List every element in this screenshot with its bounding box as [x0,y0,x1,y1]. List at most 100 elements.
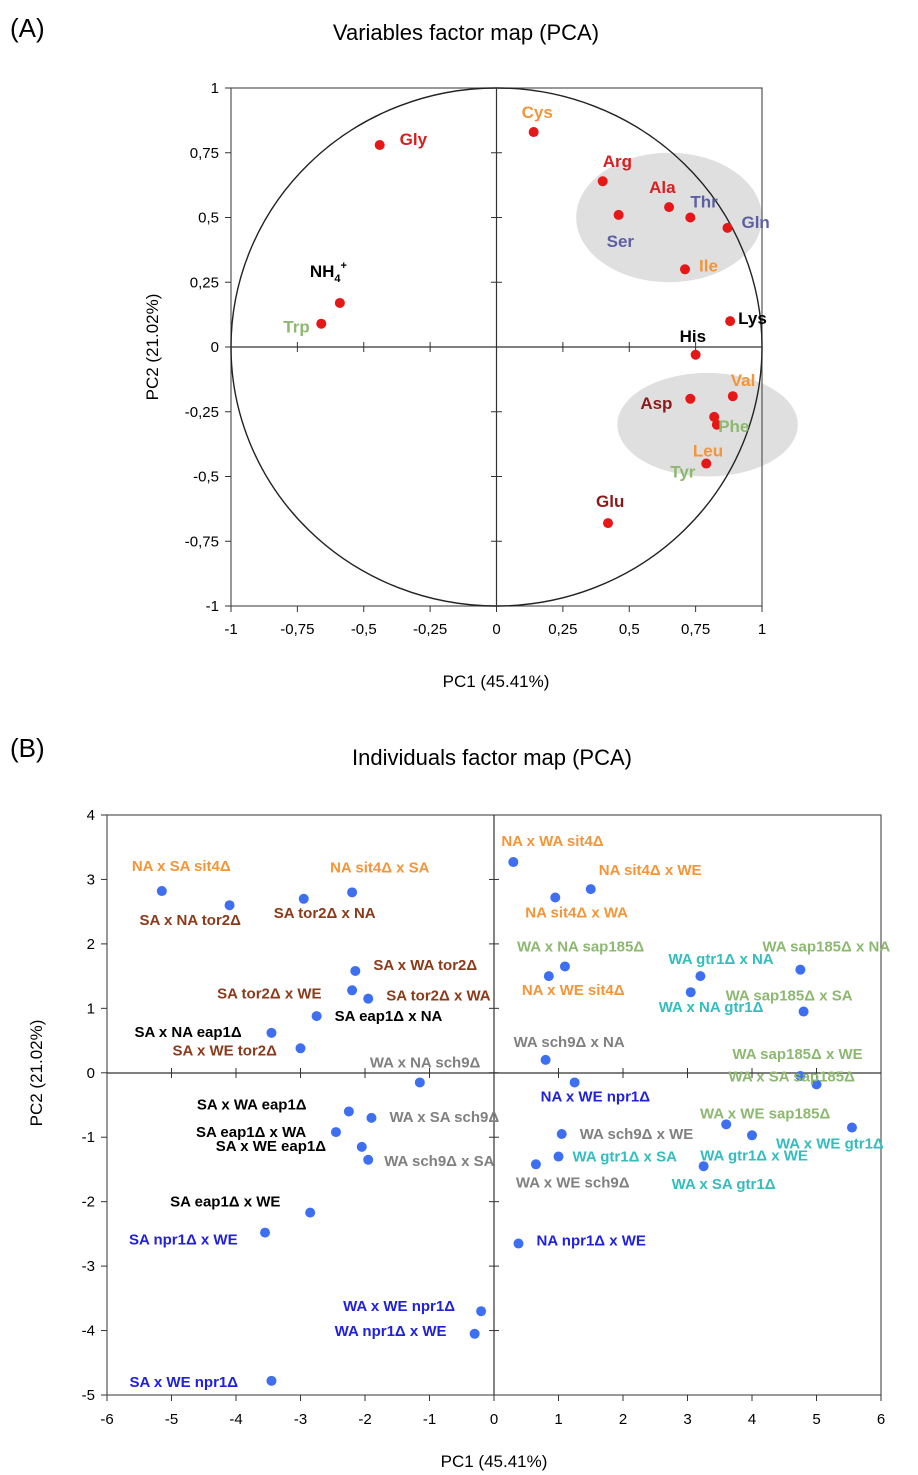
panel-a-point-label-his: His [680,327,706,346]
panel-b-x-tick-label: -3 [294,1411,307,1428]
panel-b-point-sa-x-wa-eap1 [343,1106,354,1117]
panel-b-point-wa-x-we-npr1 [476,1306,487,1317]
panel-b-point-label-wa-sch9-x-na: WA sch9Δ x NA [514,1034,625,1051]
panel-a-point-label-cys: Cys [522,103,553,122]
panel-b-point-wa-sap185-x-na [795,964,806,975]
panel-a-x-tick-label: 0,25 [548,621,577,638]
panel-b-y-tick-label: 4 [87,807,95,824]
panel-a-x-tick-label: 0,75 [681,621,710,638]
panel-b: (B) Individuals factor map (PCA) -6 -5 -4-… [10,733,890,1471]
panel-b-point-label-sa-x-na-eap1: SA x NA eap1Δ [134,1024,241,1041]
panel-b-point-wa-sap185-x-we [795,1071,806,1081]
panel-b-title: Individuals factor map (PCA) [352,745,632,770]
panel-b-point-wa-sch9-x-na [540,1054,551,1065]
panel-b-points [156,857,857,1386]
panel-a-x-tick-label: 0 [492,621,500,638]
panel-b-x-tick-label: 0 [490,1411,498,1428]
panel-b-x-tick-label: -6 [100,1411,113,1428]
panel-b-y-tick-label: -1 [82,1129,95,1146]
panel-b-point-label-sa-eap1-x-we: SA eap1Δ x WE [170,1194,280,1211]
panel-a-y-tick-label: 0,5 [198,210,219,227]
panel-a-label: (A) [10,13,45,43]
panel-b-point-sa-x-we-eap1 [356,1141,367,1152]
panel-a-point-label-trp: Trp [283,318,309,337]
panel-b-y-tick-label: 1 [87,1000,95,1017]
panel-a-point-ala [664,202,675,213]
panel-b-point-label-wa-gtr1-x-we: WA gtr1Δ x WE [700,1147,808,1164]
panel-b-point-wa-x-sa-sap185 [811,1079,822,1090]
panel-b-point-wa-x-sa-sch9 [366,1112,377,1123]
panel-a-point-glu [603,518,614,529]
panel-a-point-trp [316,318,327,329]
panel-b-point-na-sit4-x-we [585,884,596,895]
panel-b-point-label-sa-x-we-eap1: SA x WE eap1Δ [216,1138,326,1155]
panel-b-point-label-wa-x-sa-gtr1: WA x SA gtr1Δ [672,1176,776,1193]
panel-b-point-sa-npr1-x-we [260,1227,271,1238]
panel-a-point-label-asp: Asp [640,394,672,413]
panel-a-y-tick-label: 0,75 [190,145,219,162]
panel-a-point-label-thr: Thr [690,193,718,212]
panel-b-point-label-sa-x-we-tor2: SA x WE tor2Δ [173,1042,278,1059]
panel-b-x-tick-label: 2 [619,1411,627,1428]
panel-b-point-label-wa-x-na-gtr1: WA x NA gtr1Δ [659,999,764,1016]
panel-b-point-label-sa-npr1-x-we: SA npr1Δ x WE [129,1232,238,1249]
panel-a-x-tick-label: -0,75 [280,621,314,638]
panel-a-point-label-lys: Lys [738,309,767,328]
panel-a-x-tick-label: 0,5 [619,621,640,638]
panel-b-point-sa-tor2-x-wa [363,993,374,1004]
panel-a-highlight-group-1 [576,152,762,283]
panel-b-point-label-sa-x-wa-tor2: SA x WA tor2Δ [373,957,477,974]
panel-a-point-label-nh4: NH4+ [310,260,347,285]
panel-a-point-label-ile: Ile [699,256,718,275]
panel-b-x-tick-label: -5 [165,1411,178,1428]
panel-a-point-label-ala: Ala [649,178,676,197]
panel-a-y-label: PC2 (21.02%) [143,294,162,401]
panel-a-point-label-phe: Phe [718,417,749,436]
panel-a-y-tick-label: -1 [206,598,219,615]
panel-b-y-tick-label: 2 [87,936,95,953]
panel-a-y-tick-label: -0,75 [185,533,219,550]
panel-b-point-sa-tor2-x-we [347,985,358,996]
panel-a-title: Variables factor map (PCA) [333,20,599,45]
panel-b-x-tick-label: 6 [877,1411,885,1428]
panel-b-point-sa-x-we-npr1 [266,1375,277,1386]
panel-b-point-sa-x-we-tor2 [295,1043,306,1054]
panel-b-point-label-na-sit4-x-sa: NA sit4Δ x SA [330,859,430,876]
panel-a-point-nh4 [334,297,345,308]
panel-a-point-thr [685,212,696,223]
panel-b-point-sa-tor2-x-na [298,893,309,904]
panel-b-point-sa-x-na-tor2 [224,900,235,911]
panel-b-x-tick-label: -1 [423,1411,436,1428]
panel-b-point-na-x-sa-sit4 [156,886,167,897]
panel-b-point-wa-x-na-sap185 [559,961,570,972]
panel-b-point-na-x-wa-sit4 [508,857,519,868]
panel-a-x-tick-label: -1 [224,621,237,638]
panel-a-y-tick-label: -0,5 [193,469,219,486]
panel-b-x-tick-label: -4 [229,1411,242,1428]
panel-b-point-sa-eap1-x-wa [330,1127,341,1138]
panel-a-point-gln [722,222,733,233]
panel-b-point-na-sit4-x-wa [550,892,561,903]
panel-b-x-label: PC1 (45.41%) [441,1452,548,1471]
panel-a-point-val [727,391,738,402]
panel-b-point-wa-x-na-sch9 [414,1077,425,1088]
panel-b-y-ticks: 4 3 2 1 0 -1 -2 -3 -4 -5 [82,807,499,1404]
panel-b-point-sa-x-wa-tor2 [350,965,361,976]
panel-b-point-wa-x-we-sch9 [530,1159,541,1170]
panel-a-point-label-val: Val [731,371,756,390]
panel-a-point-ile [680,264,691,275]
panel-b-point-na-x-we-npr1 [569,1077,580,1088]
panel-b-point-label-wa-x-sa-sch9: WA x SA sch9Δ [389,1109,499,1126]
panel-a-highlight-groups [576,152,798,477]
panel-b-point-label-wa-x-we-gtr1: WA x WE gtr1Δ [776,1136,884,1153]
panel-b-point-label-wa-sap185-x-sa: WA sap185Δ x SA [726,988,853,1005]
panel-b-point-label-na-sit4-x-wa: NA sit4Δ x WA [525,904,628,921]
panel-b-x-tick-label: -2 [358,1411,371,1428]
panel-b-point-label-sa-x-wa-eap1: SA x WA eap1Δ [197,1096,307,1113]
panel-b-point-wa-x-we-sap185 [747,1130,757,1141]
panel-b-point-label-sa-tor2-x-wa: SA tor2Δ x WA [386,988,491,1005]
panel-a-points [316,127,738,529]
panel-a-point-asp [685,393,696,404]
panel-b-point-label-wa-sap185-x-na: WA sap185Δ x NA [762,939,890,956]
